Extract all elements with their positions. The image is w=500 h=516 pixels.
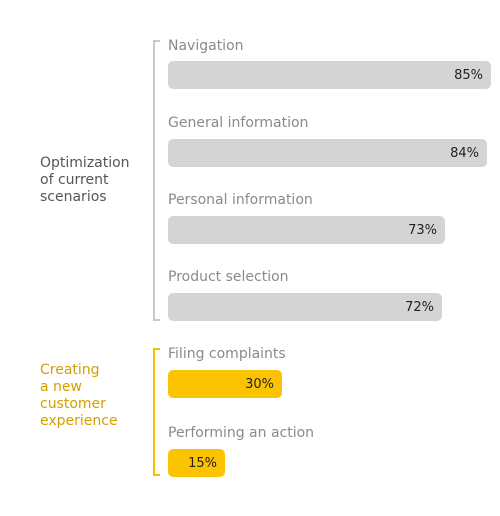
bar-label: Filing complaints: [168, 346, 286, 362]
group-bracket-new-experience: [153, 348, 160, 476]
bar-value-label: 84%: [450, 145, 479, 161]
bar-label: General information: [168, 115, 309, 131]
bar-value-label: 30%: [245, 376, 274, 392]
bar-label: Product selection: [168, 269, 289, 285]
group-bracket-optimization: [153, 40, 160, 321]
bar-value-label: 73%: [408, 222, 437, 238]
bar-value-label: 72%: [405, 299, 434, 315]
bar-value-label: 85%: [454, 67, 483, 83]
bar: 84%: [168, 139, 487, 167]
bar-label: Performing an action: [168, 425, 315, 441]
group-label-new-experience: Creating a new customer experience: [40, 362, 118, 429]
group-label-optimization: Optimization of current scenarios: [40, 155, 130, 205]
bar-label: Navigation: [168, 38, 244, 54]
bar-value-label: 15%: [188, 455, 217, 471]
bar: 30%: [168, 370, 282, 398]
bar: 73%: [168, 216, 445, 244]
bar: 15%: [168, 449, 225, 477]
bar: 85%: [168, 61, 491, 89]
bar: 72%: [168, 293, 442, 321]
bar-label: Personal information: [168, 192, 313, 208]
